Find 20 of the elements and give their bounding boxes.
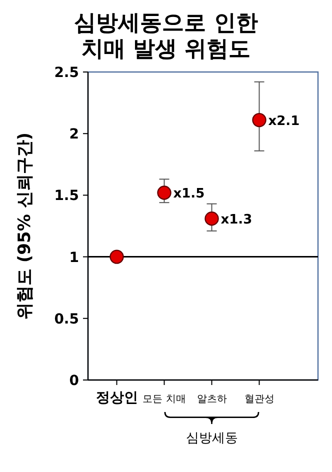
x-tick-label: 모든 치매 [142,394,186,405]
data-label: x1.3 [220,212,252,228]
y-axis-title: 위험도 (95% 신뢰구간) [15,132,35,320]
point [204,212,219,226]
y-tick-label: 2.5 [54,65,79,81]
x-tick-label: 정상인 [96,390,138,406]
y-tick-label: 2 [69,126,79,143]
x-tick-label: 알츠하 [196,394,227,405]
y-tick-label: 0.5 [54,311,79,328]
chart-title: 심방세동으로 인한 치매 발생 위험도 [74,11,258,62]
point [157,186,172,200]
text: 심방세동 [186,431,238,446]
point [110,250,124,264]
y-tick-label: 0 [69,373,80,389]
y-tick-label: 1.5 [54,188,79,204]
data-label: x2.1 [268,114,300,130]
y-tick-label: 1 [69,250,79,266]
data-label: x1.5 [173,186,205,202]
point [252,112,266,128]
x-tick-label: 혈관성 [244,394,274,405]
